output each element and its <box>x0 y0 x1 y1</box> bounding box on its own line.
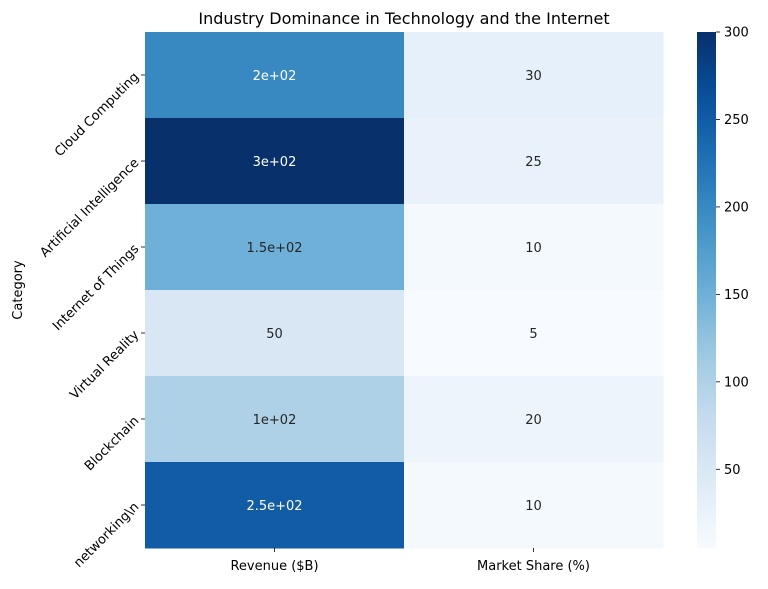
y-tick-label: Cloud Computing <box>52 70 142 160</box>
y-tick-label: Artificial Intelligence <box>37 156 142 261</box>
cell-annotation: 2e+02 <box>253 69 297 84</box>
chart-title: Industry Dominance in Technology and the… <box>198 9 609 28</box>
cell-annotation: 30 <box>525 69 542 84</box>
heatmap-cell <box>145 376 405 463</box>
cell-annotation: 50 <box>266 327 283 342</box>
y-axis-label: Category <box>11 260 26 320</box>
cell-annotation: 1.5e+02 <box>246 241 302 256</box>
heatmap-cell <box>145 118 405 205</box>
heatmap-cell <box>404 204 664 291</box>
cell-annotation: 2.5e+02 <box>246 499 302 514</box>
colorbar <box>697 32 716 548</box>
y-tick-label: networking\n <box>71 500 142 571</box>
cell-annotation: 1e+02 <box>253 413 297 428</box>
heatmap-cell <box>404 118 664 205</box>
x-tick-label: Revenue ($B) <box>230 559 318 574</box>
y-tick-label: Blockchain <box>82 414 142 474</box>
cell-annotation: 10 <box>525 241 542 256</box>
colorbar-tick-label: 250 <box>724 113 749 128</box>
colorbar-tick-label: 150 <box>724 288 749 303</box>
colorbar-tick-label: 200 <box>724 200 749 215</box>
cell-labels: 2e+02 30 3e+02 25 1.5e+02 10 50 5 1e+02 20 2.5e+02… <box>246 69 541 514</box>
heatmap-cell <box>145 32 405 119</box>
cell-annotation: 10 <box>525 499 542 514</box>
cell-annotation: 25 <box>525 155 542 170</box>
cell-annotation: 5 <box>529 327 537 342</box>
y-tick-label: Internet of Things <box>50 242 142 334</box>
heatmap-cells <box>145 32 664 549</box>
colorbar-tick-label: 100 <box>724 375 749 390</box>
heatmap-cell <box>404 376 664 463</box>
heatmap-cell <box>145 462 405 549</box>
heatmap-cell <box>145 204 405 291</box>
heatmap-cell <box>404 462 664 549</box>
y-tick-label: Virtual Reality <box>67 327 142 402</box>
colorbar-tick-label: 50 <box>724 463 741 478</box>
heatmap-cell <box>404 32 664 119</box>
x-axis-ticks: Revenue ($B) Market Share (%) <box>230 548 590 574</box>
colorbar-tick-label: 300 <box>724 26 749 41</box>
heatmap-cell <box>145 290 405 377</box>
cell-annotation: 3e+02 <box>253 155 297 170</box>
colorbar-ticks: 50 100 150 200 250 300 <box>716 26 749 478</box>
cell-annotation: 20 <box>525 413 542 428</box>
x-tick-label: Market Share (%) <box>477 559 590 574</box>
heatmap-cell <box>404 290 664 377</box>
